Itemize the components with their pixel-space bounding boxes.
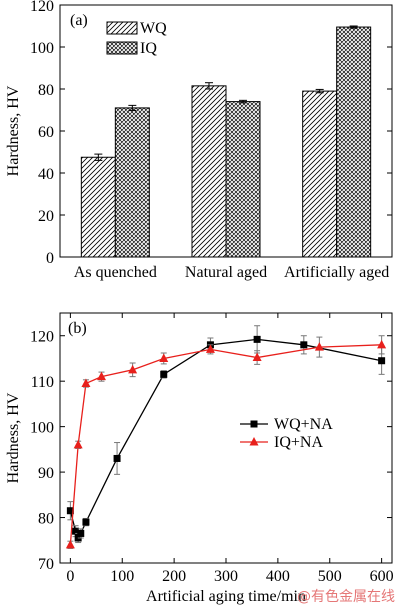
plot-frame-b [59, 312, 393, 564]
y-tick-label-a: 60 [38, 124, 54, 141]
x-axis-label-b: Artificial aging time/min [146, 588, 306, 605]
data-point-iq-na [205, 344, 215, 353]
data-point-wq-na [378, 357, 386, 365]
x-tick-label-b: 600 [370, 568, 394, 585]
x-tick-label-b: 0 [66, 568, 74, 585]
x-category-label-a: Natural aged [185, 264, 267, 281]
x-tick-label-b: 500 [318, 568, 342, 585]
legend-swatch-iq [106, 41, 138, 55]
y-tick-label-b: 120 [30, 329, 54, 346]
bar-iq [225, 101, 261, 258]
data-point-wq-na [77, 529, 85, 537]
data-point-iq-na [128, 364, 138, 374]
y-tick-label-b: 110 [31, 374, 54, 391]
chart-panel-b: 70 80 90 100 110 120 0 100 200 300 400 500 600 (b) Har… [5, 312, 394, 605]
x-tick-label-b: 100 [110, 568, 134, 585]
bar-wq [302, 90, 338, 258]
bar-iq [336, 26, 372, 258]
x-tick-label-b: 200 [162, 568, 186, 585]
bar-wq [191, 85, 227, 258]
y-tick-label-a: 0 [46, 250, 54, 267]
legend-marker-wq-na [250, 420, 258, 428]
y-tick-label-b: 90 [38, 465, 54, 482]
data-point-iq-na [81, 378, 91, 387]
data-point-iq-na [97, 371, 106, 381]
legend-label-iq: IQ [140, 40, 157, 57]
panel-label-a: (a) [70, 12, 88, 29]
data-point-wq-na [160, 370, 168, 378]
y-tick-label-a: 80 [38, 82, 54, 99]
data-point-wq-na [113, 454, 121, 462]
bar-iq [114, 107, 150, 258]
data-point-wq-na [300, 341, 308, 349]
y-tick-label-b: 80 [38, 511, 54, 528]
data-point-iq-na [377, 339, 387, 349]
legend-marker-iq-na [249, 437, 259, 446]
legend-label-iq-na: IQ+NA [274, 434, 323, 451]
y-tick-label-a: 100 [30, 40, 54, 57]
x-tick-label-b: 300 [214, 568, 238, 585]
y-tick-label-b: 100 [30, 420, 54, 437]
x-tick-label-b: 400 [266, 568, 290, 585]
data-point-iq-na [159, 353, 169, 362]
data-point-iq-na [73, 439, 83, 449]
legend-swatch-wq [106, 21, 138, 35]
y-tick-label-a: 20 [38, 208, 54, 225]
data-point-wq-na [253, 335, 261, 343]
data-point-iq-na [252, 352, 262, 362]
y-tick-label-a: 40 [38, 166, 54, 183]
x-category-label-a: As quenched [74, 264, 157, 281]
y-axis-label-a: Hardness, HV [5, 85, 22, 176]
data-point-iq-na [65, 539, 75, 549]
series-line-wq-na [69, 338, 382, 540]
watermark: @有色金属在线 [297, 588, 395, 605]
series-line-iq-na [69, 344, 382, 545]
legend-label-wq-na: WQ+NA [274, 416, 333, 433]
panel-label-b: (b) [68, 320, 87, 337]
y-tick-label-a: 120 [30, 0, 54, 15]
legend-label-wq: WQ [140, 20, 167, 37]
x-category-label-a: Artificially aged [284, 264, 389, 281]
data-point-iq-na [314, 342, 324, 351]
data-point-wq-na [66, 507, 74, 515]
chart-panel-a: 0 20 40 60 80 100 120 As quenched Natural aged Ar… [5, 0, 393, 281]
y-tick-label-b: 70 [38, 556, 54, 573]
data-point-wq-na [72, 527, 80, 535]
data-point-wq-na [82, 518, 90, 526]
bar-wq [80, 156, 116, 258]
y-axis-label-b: Hardness, HV [5, 392, 22, 483]
